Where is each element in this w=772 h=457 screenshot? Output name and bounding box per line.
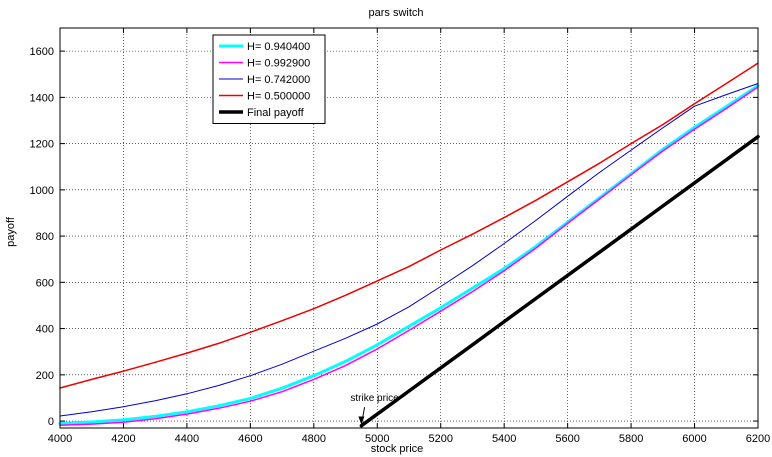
x-tick-label: 6200 — [746, 433, 770, 445]
y-tick-label: 1400 — [30, 92, 54, 104]
x-tick-label: 4200 — [111, 433, 135, 445]
plot-frame — [59, 27, 759, 429]
x-tick-label: 5200 — [428, 433, 452, 445]
x-tick-label: 6000 — [682, 433, 706, 445]
y-tick-label: 1000 — [30, 185, 54, 197]
x-tick-label: 5800 — [619, 433, 643, 445]
legend-label-1: H= 0.992900 — [247, 58, 310, 70]
series-layer — [58, 62, 760, 428]
annotation-arrowhead — [358, 416, 365, 425]
series-line-3 — [59, 62, 759, 389]
x-tick-label: 5000 — [365, 433, 389, 445]
y-tick-label: 200 — [36, 370, 54, 382]
legend-label-2: H= 0.742000 — [247, 74, 310, 86]
legend: H= 0.940400 H= 0.992900 H= 0.742000 H= 0.50… — [212, 34, 326, 124]
legend-label-0: H= 0.940400 — [247, 41, 310, 53]
x-tick-label: 4400 — [175, 433, 199, 445]
x-tick-label: 5600 — [555, 433, 579, 445]
y-tick-label: 600 — [36, 277, 54, 289]
y-tick-label: 800 — [36, 231, 54, 243]
series-line-1 — [59, 86, 759, 426]
y-tick-label: 1600 — [30, 46, 54, 58]
legend-label-3: H= 0.500000 — [247, 91, 310, 103]
series-line-0 — [58, 84, 760, 425]
x-tick-label: 4800 — [302, 433, 326, 445]
annotation-layer: strike price — [350, 393, 399, 425]
chart-title: pars switch — [368, 7, 423, 19]
y-tick-label: 400 — [36, 324, 54, 336]
series-line-4 — [359, 134, 760, 428]
y-axis-label: payoff — [5, 216, 17, 247]
x-tick-label: 4000 — [48, 433, 72, 445]
series-line-2 — [59, 83, 759, 417]
y-tick-label: 0 — [48, 416, 54, 428]
y-tick-label: 1200 — [30, 139, 54, 151]
x-tick-label: 5400 — [492, 433, 516, 445]
annotation-text: strike price — [350, 393, 399, 404]
axis-ticks: 4000 4200 4400 4600 4800 5000 5200 5400 5600 5800… — [30, 28, 770, 445]
legend-label-4: Final payoff — [247, 107, 305, 119]
x-tick-label: 4600 — [238, 433, 262, 445]
x-axis-label: stock price — [371, 443, 424, 455]
